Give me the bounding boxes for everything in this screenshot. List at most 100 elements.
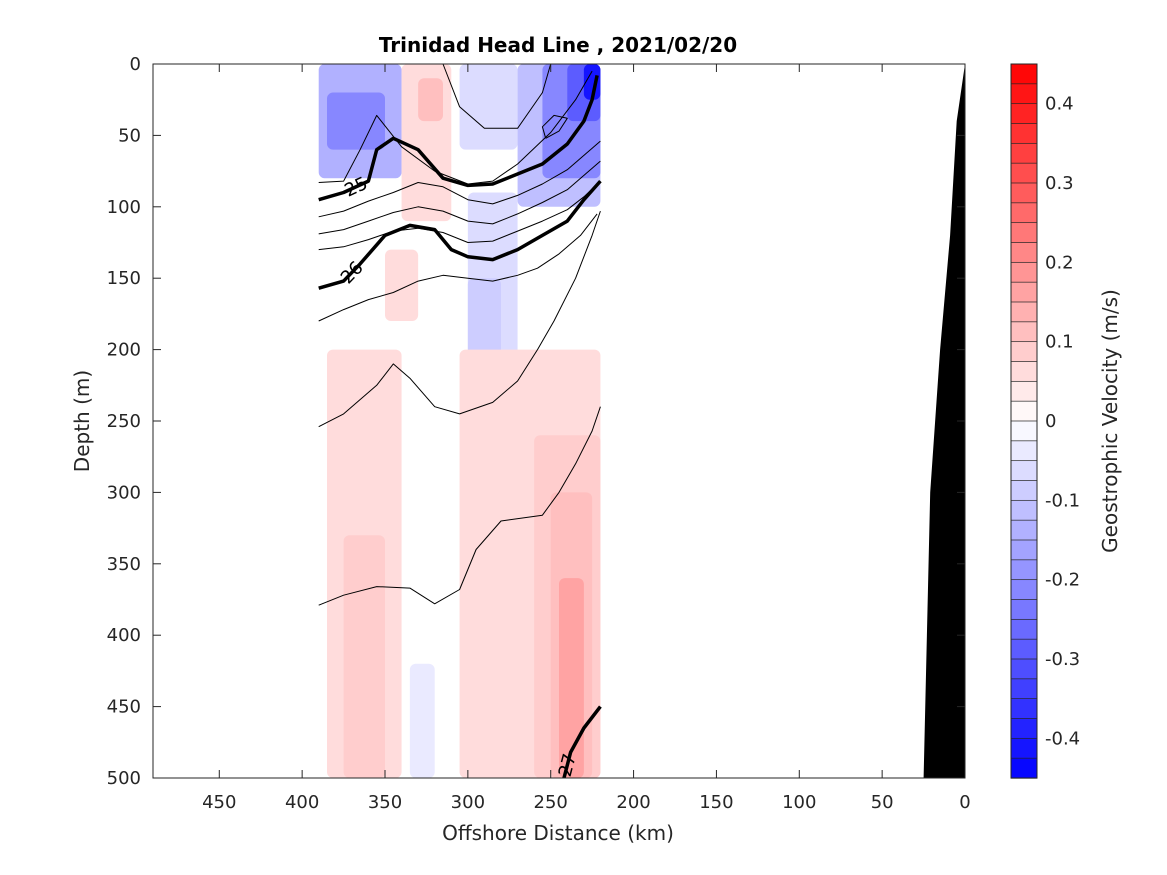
density-contour	[318, 180, 601, 251]
x-tick-label: 400	[285, 792, 319, 813]
colorbar-tick-label: -0.2	[1045, 570, 1080, 591]
bathymetry-shape	[923, 64, 965, 778]
density-contour	[318, 70, 593, 185]
colorbar-segment	[1010, 737, 1038, 759]
colorbar-segment	[1010, 440, 1038, 462]
colorbar-segment	[1010, 83, 1038, 105]
colorbar-segment	[1010, 499, 1038, 521]
density-contour	[442, 63, 552, 129]
colorbar-tick-label: -0.3	[1045, 649, 1080, 670]
colorbar-segment	[1010, 63, 1038, 85]
density-contour	[318, 75, 599, 202]
colorbar-tick-label: 0	[1045, 411, 1056, 432]
x-tick-label: 50	[871, 792, 894, 813]
colorbar-segment	[1010, 539, 1038, 561]
y-axis-label: Depth (m)	[70, 370, 94, 472]
colorbar-segment	[1010, 480, 1038, 501]
colorbar	[1010, 63, 1038, 779]
velocity-cell	[467, 278, 501, 364]
colorbar-ticks: 0.4 0.3 0.2 0.1 0 -0.1 -0.2 -0.3 -0.4	[1045, 94, 1080, 750]
colorbar-segment	[1010, 757, 1038, 779]
colorbar-tick-label: 0.1	[1045, 332, 1074, 353]
colorbar-segment	[1010, 658, 1038, 680]
x-tick-label: 450	[202, 792, 236, 813]
velocity-cell	[327, 92, 385, 150]
colorbar-frame	[1010, 63, 1038, 779]
y-tick-label: 0	[130, 54, 141, 75]
colorbar-segment	[1010, 579, 1038, 601]
velocity-cell	[559, 578, 584, 778]
density-contour	[541, 114, 568, 139]
colorbar-segment	[1010, 380, 1038, 402]
colorbar-tick-label: 0.3	[1045, 173, 1074, 194]
x-tick-label: 200	[616, 792, 650, 813]
x-tick-label: 100	[782, 792, 816, 813]
colorbar-segment	[1010, 678, 1038, 700]
y-tick-label: 350	[107, 554, 141, 575]
x-tick-label: 350	[368, 792, 402, 813]
colorbar-segment	[1010, 519, 1038, 541]
colorbar-segment	[1010, 599, 1038, 620]
x-tick-label: 300	[451, 792, 485, 813]
density-contour	[318, 160, 601, 235]
colorbar-segment	[1010, 242, 1038, 263]
colorbar-segment	[1010, 559, 1038, 581]
y-tick-label: 150	[107, 268, 141, 289]
colorbar-segment	[1010, 301, 1038, 323]
colorbar-segment	[1010, 638, 1038, 660]
colorbar-segment	[1010, 222, 1038, 244]
colorbar-segment	[1010, 420, 1038, 442]
colorbar-segment	[1010, 718, 1038, 739]
velocity-cell	[385, 249, 419, 322]
colorbar-segment	[1010, 142, 1038, 164]
colorbar-segment	[1010, 261, 1038, 283]
x-axis-label: Offshore Distance (km)	[442, 821, 674, 845]
y-tick-label: 250	[107, 411, 141, 432]
velocity-cell	[418, 78, 443, 122]
colorbar-tick-label: -0.4	[1045, 728, 1080, 749]
density-contour	[318, 140, 601, 218]
colorbar-segment	[1010, 103, 1038, 125]
bathymetry-polygon	[923, 64, 965, 778]
y-tick-label: 300	[107, 482, 141, 503]
density-contour	[562, 705, 602, 779]
velocity-cell	[343, 535, 385, 778]
x-tick-label: 0	[959, 792, 970, 813]
colorbar-segment	[1010, 361, 1038, 382]
colorbar-segment	[1010, 618, 1038, 640]
colorbar-segment	[1010, 341, 1038, 363]
chart-title: Trinidad Head Line , 2021/02/20	[379, 33, 737, 57]
colorbar-segment	[1010, 321, 1038, 343]
x-tick-label: 150	[699, 792, 733, 813]
colorbar-segment	[1010, 281, 1038, 303]
velocity-field	[318, 64, 601, 778]
colorbar-tick-label: 0.2	[1045, 252, 1074, 273]
colorbar-segment	[1010, 123, 1038, 144]
x-tick-label: 250	[534, 792, 568, 813]
colorbar-segment	[1010, 698, 1038, 720]
colorbar-tick-label: -0.1	[1045, 490, 1080, 511]
y-tick-label: 500	[107, 768, 141, 789]
colorbar-segment	[1010, 162, 1038, 184]
density-contour	[318, 210, 601, 428]
density-contour	[318, 179, 602, 290]
y-tick-label: 450	[107, 697, 141, 718]
density-contour	[318, 406, 601, 606]
colorbar-segment	[1010, 182, 1038, 204]
x-axis-ticks: 450 400 350 300 250 200 150 100 50 0	[202, 64, 971, 813]
velocity-cell	[409, 663, 435, 778]
y-tick-label: 400	[107, 625, 141, 646]
y-tick-label: 200	[107, 340, 141, 361]
y-tick-label: 100	[107, 197, 141, 218]
colorbar-segment	[1010, 460, 1038, 482]
colorbar-tick-label: 0.4	[1045, 94, 1074, 115]
velocity-cell	[583, 64, 601, 100]
density-contour	[318, 213, 598, 322]
colorbar-segment	[1010, 400, 1038, 422]
y-axis-ticks: 0 50 100 150 200 250 300 350 400 450 500	[107, 54, 965, 789]
colorbar-segment	[1010, 202, 1038, 224]
y-tick-label: 50	[118, 125, 141, 146]
colorbar-label: Geostrophic Velocity (m/s)	[1098, 289, 1122, 553]
